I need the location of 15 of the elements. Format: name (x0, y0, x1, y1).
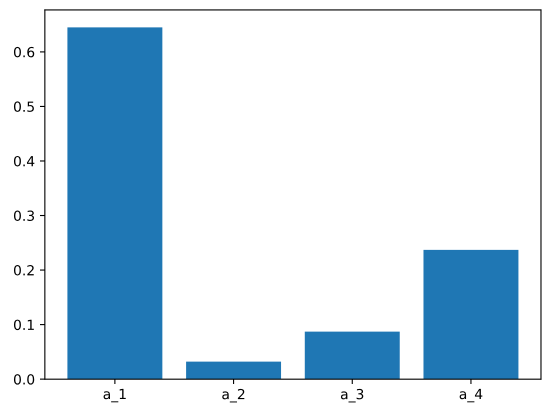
bar (304, 332, 400, 380)
x-tick-label: a_1 (104, 388, 126, 402)
y-tick-label: 0.5 (14, 101, 34, 112)
x-tick-label: a_2 (222, 388, 244, 402)
x-tick-label: a_4 (460, 388, 482, 402)
x-tick-label: a_3 (340, 388, 364, 402)
bar (67, 27, 162, 380)
y-tick-label: 0.3 (14, 210, 34, 221)
bar (423, 250, 518, 380)
y-tick-label: 0.2 (14, 265, 34, 276)
bar (186, 362, 282, 380)
y-tick-label: 0.0 (14, 374, 34, 385)
y-tick-label: 0.1 (14, 320, 34, 330)
y-tick-label: 0.4 (14, 156, 34, 166)
y-tick-label: 0.6 (14, 46, 34, 58)
